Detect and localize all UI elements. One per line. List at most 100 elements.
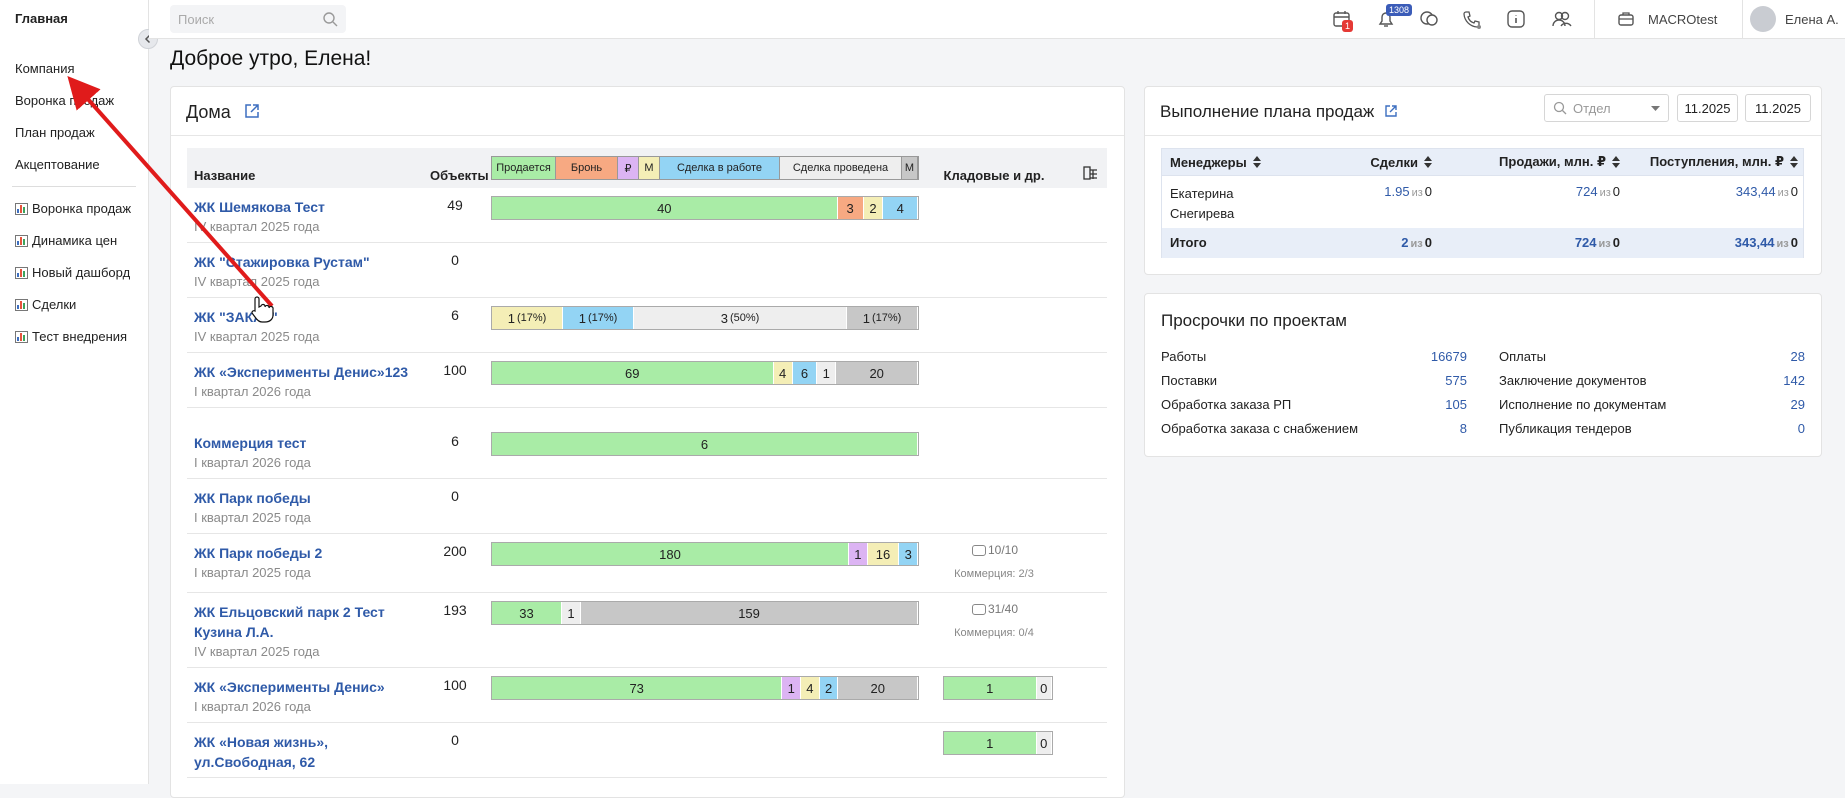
house-name[interactable]: ЖК «Новая жизнь», ул.Свободная, 62 xyxy=(194,734,329,770)
overdue-value[interactable]: 0 xyxy=(1797,421,1805,436)
house-name[interactable]: ЖК Шемякова Тест xyxy=(194,199,325,215)
segment-label: 1 xyxy=(787,680,795,696)
segment-label: 40 xyxy=(657,200,672,216)
column-header[interactable]: Сделки xyxy=(1370,149,1432,175)
house-period: I квартал 2026 года xyxy=(194,384,311,399)
bar-segment: 180 xyxy=(492,543,850,565)
house-name[interactable]: Коммерция тест xyxy=(194,435,307,451)
segment-label: 1 xyxy=(507,310,515,326)
search-icon xyxy=(323,12,338,27)
overdue-value[interactable]: 16679 xyxy=(1430,349,1467,364)
user-name[interactable]: Елена А. xyxy=(1785,12,1839,27)
report-label: Воронка продаж xyxy=(32,201,132,216)
divider xyxy=(1145,135,1821,136)
home-link[interactable]: Главная xyxy=(15,11,68,26)
segment-label: 69 xyxy=(625,365,640,381)
column-header: Название xyxy=(194,168,256,183)
segment-label: 1 xyxy=(986,680,994,696)
plan-value: 0 xyxy=(1612,235,1620,250)
legend-label: Сделка в работе xyxy=(676,162,763,174)
overdue-value[interactable]: 575 xyxy=(1445,373,1467,388)
overdue-value[interactable]: 28 xyxy=(1790,349,1805,364)
external-link-icon[interactable] xyxy=(1383,103,1399,119)
chart-icon xyxy=(15,330,28,343)
dropdown-icon xyxy=(1651,106,1660,111)
value: 343,44 xyxy=(1734,235,1775,250)
report-item[interactable]: Сделки xyxy=(15,297,76,312)
value-cell: 343,44 из 0 xyxy=(1735,235,1798,250)
chat-icon[interactable] xyxy=(1419,9,1439,29)
bar-segment: 1 (17%) xyxy=(847,307,918,329)
menu-item[interactable]: Акцептование xyxy=(15,157,100,172)
bar-segment: 1 xyxy=(849,543,868,565)
segment-label: 73 xyxy=(629,680,644,696)
house-name[interactable]: ЖК Парк победы 2 xyxy=(194,545,323,561)
calendar-icon[interactable] xyxy=(1332,9,1352,29)
commerce-count: Коммерция: 0/4 xyxy=(954,627,1034,639)
column-header: Объекты xyxy=(430,168,489,183)
house-name[interactable]: ЖК «Эксперименты Денис»123 xyxy=(194,364,409,380)
plan-value: 0 xyxy=(1424,184,1432,199)
report-item[interactable]: Динамика цен xyxy=(15,233,117,248)
house-name[interactable]: ЖК "Стажировка Рустам" xyxy=(194,254,370,270)
plan-value: 0 xyxy=(1612,184,1620,199)
separator xyxy=(1742,0,1743,38)
overdue-value[interactable]: 105 xyxy=(1445,397,1467,412)
column-header[interactable]: Менеджеры xyxy=(1170,149,1261,175)
external-link-icon[interactable] xyxy=(243,102,261,120)
segment-label: 1 xyxy=(822,365,830,381)
column-header[interactable]: Поступления, млн. ₽ xyxy=(1650,149,1798,175)
overdue-value[interactable]: 29 xyxy=(1790,397,1805,412)
legend-item: Продается xyxy=(492,157,556,179)
house-name[interactable]: ЖК «Эксперименты Денис» xyxy=(194,679,385,695)
report-label: Сделки xyxy=(32,297,77,312)
icon-bar xyxy=(23,302,25,309)
legend-label: Сделка проведена xyxy=(792,162,889,174)
company-name[interactable]: MACROtest xyxy=(1648,12,1718,27)
house-period: I квартал 2025 года xyxy=(194,565,311,580)
house-name[interactable]: ЖК Ельцовский парк 2 Тест Кузина Л.А. xyxy=(194,604,385,640)
header-label: Поступления, млн. ₽ xyxy=(1649,154,1784,169)
of-text: из xyxy=(1598,238,1611,250)
search-box[interactable]: Поиск xyxy=(170,5,346,33)
commerce-count: Коммерция: 2/3 xyxy=(954,568,1034,580)
bar-segment: 2 xyxy=(819,677,839,699)
bell-badge: 1308 xyxy=(1386,4,1413,16)
segment-label: 3 xyxy=(720,310,728,326)
overdue-label: Исполнение по документам xyxy=(1499,397,1667,412)
menu-item[interactable]: Воронка продаж xyxy=(15,93,115,108)
house-info: ЖК Шемякова Тест IV квартал 2025 года xyxy=(194,197,419,237)
department-filter[interactable]: Отдел xyxy=(1544,94,1669,122)
header-label: Менеджеры xyxy=(1170,154,1247,170)
date-from[interactable]: 11.2025 xyxy=(1677,94,1738,122)
value-cell: 724 из 0 xyxy=(1575,235,1620,250)
filter-placeholder: Отдел xyxy=(1573,101,1611,116)
date-to[interactable]: 11.2025 xyxy=(1745,94,1811,122)
report-item[interactable]: Новый дашборд xyxy=(15,265,130,280)
report-item[interactable]: Тест внедрения xyxy=(15,329,127,344)
info-icon[interactable] xyxy=(1506,9,1526,29)
icon-bar xyxy=(20,204,22,213)
icon-bar xyxy=(17,208,19,213)
settings-icon[interactable] xyxy=(1083,165,1099,181)
menu-item[interactable]: Компания xyxy=(15,61,75,76)
bar-segment: 0 xyxy=(1036,677,1052,699)
column-header[interactable]: Продажи, млн. ₽ xyxy=(1499,149,1620,175)
menu-item[interactable]: План продаж xyxy=(15,125,95,140)
house-name[interactable]: ЖК Парк победы xyxy=(194,490,311,506)
house-row: ЖК Ельцовский парк 2 Тест Кузина Л.А. IV … xyxy=(187,593,1107,668)
icon-bar xyxy=(23,270,25,277)
phone-icon[interactable] xyxy=(1462,9,1482,29)
segment-label: 1 xyxy=(567,605,575,621)
icon-bar xyxy=(20,300,22,309)
house-info: Коммерция тест I квартал 2026 года xyxy=(194,433,419,473)
avatar[interactable] xyxy=(1750,6,1776,32)
report-item[interactable]: Воронка продаж xyxy=(15,201,131,216)
legend-item: Сделка в работе xyxy=(660,157,780,179)
people-icon[interactable] xyxy=(1551,9,1573,29)
house-name[interactable]: ЖК "ЗАКАТ" xyxy=(194,309,278,325)
overdue-value[interactable]: 142 xyxy=(1783,373,1805,388)
overdue-value[interactable]: 8 xyxy=(1459,421,1467,436)
